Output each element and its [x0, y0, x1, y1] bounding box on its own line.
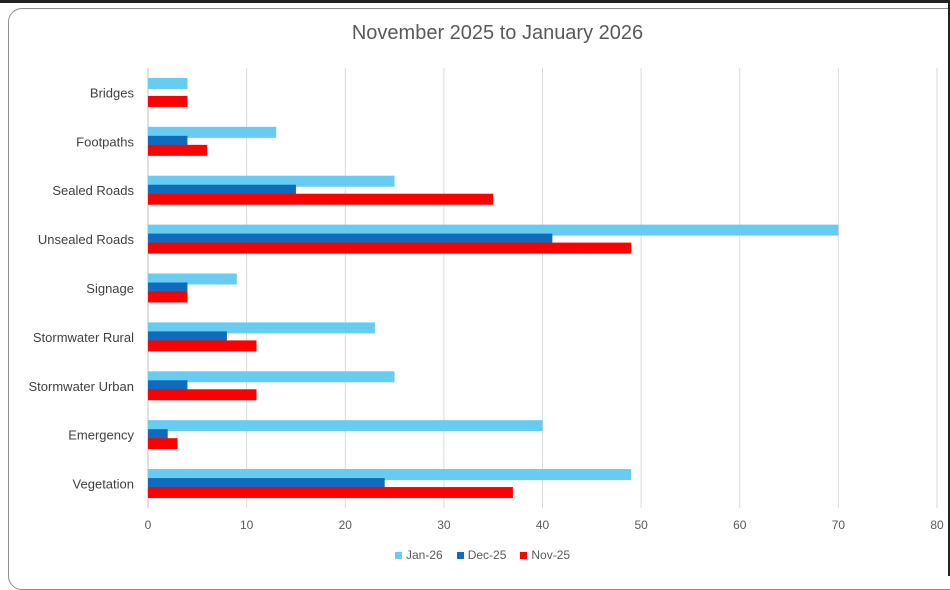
- category-label-stormwater-urban: Stormwater Urban: [29, 379, 134, 394]
- x-tick-label-10: 10: [240, 518, 254, 532]
- bar-stormwater-rural-dec-25: [148, 331, 227, 343]
- chart-title: November 2025 to January 2026: [351, 22, 644, 44]
- bar-stormwater-urban-dec-25: [148, 380, 188, 392]
- bar-emergency-nov-25: [148, 438, 178, 450]
- x-tick-label-50: 50: [634, 518, 648, 532]
- bar-sealed-roads-dec-25: [148, 184, 296, 196]
- bar-unsealed-roads-dec-25: [148, 233, 553, 245]
- bar-unsealed-roads-nov-25: [148, 242, 632, 254]
- bar-emergency-jan-26: [148, 420, 543, 432]
- bar-footpaths-jan-26: [148, 126, 277, 138]
- legend-swatch-nov-25: [520, 551, 528, 559]
- x-tick-label-80: 80: [930, 518, 944, 532]
- category-label-sealed-roads: Sealed Roads: [52, 183, 134, 198]
- legend-item-jan-26: Jan-26: [395, 548, 443, 562]
- x-tick-label-20: 20: [339, 518, 353, 532]
- bar-stormwater-urban-jan-26: [148, 371, 395, 383]
- bar-vegetation-nov-25: [148, 487, 513, 499]
- x-tick-label-70: 70: [832, 518, 846, 532]
- category-label-footpaths: Footpaths: [76, 134, 134, 149]
- bar-unsealed-roads-jan-26: [148, 224, 839, 236]
- bar-footpaths-dec-25: [148, 135, 188, 147]
- bar-vegetation-jan-26: [148, 469, 632, 481]
- category-label-vegetation: Vegetation: [73, 477, 134, 492]
- right-border: [948, 0, 950, 576]
- bar-sealed-roads-nov-25: [148, 193, 494, 205]
- bar-bridges-nov-25: [148, 95, 188, 107]
- bar-signage-nov-25: [148, 291, 188, 303]
- grid-lines: [147, 68, 938, 508]
- bar-emergency-dec-25: [148, 429, 168, 441]
- bar-footpaths-nov-25: [148, 144, 208, 156]
- bar-vegetation-dec-25: [148, 478, 385, 490]
- x-tick-label-0: 0: [145, 518, 152, 532]
- legend-label-nov-25: Nov-25: [531, 548, 571, 562]
- bar-bridges-jan-26: [148, 77, 188, 89]
- legend-swatch-dec-25: [456, 551, 464, 559]
- bar-signage-jan-26: [148, 273, 237, 285]
- legend-swatch-jan-26: [395, 551, 402, 559]
- category-label-emergency: Emergency: [68, 428, 134, 443]
- bar-chart: Bridges Footpaths Sealed Roads Unsealed Roa…: [29, 68, 944, 532]
- bar-signage-dec-25: [148, 282, 188, 294]
- x-tick-label-40: 40: [536, 518, 550, 532]
- legend-item-dec-25: Dec-25: [456, 548, 507, 562]
- bar-stormwater-rural-nov-25: [148, 340, 257, 352]
- legend-label-dec-25: Dec-25: [467, 548, 507, 562]
- bar-stormwater-rural-jan-26: [148, 322, 375, 334]
- legend: Jan-26 Dec-25 Nov-25: [395, 548, 570, 562]
- bar-sealed-roads-jan-26: [148, 175, 395, 187]
- bars: [148, 77, 839, 499]
- x-tick-label-60: 60: [733, 518, 747, 532]
- category-labels: Bridges Footpaths Sealed Roads Unsealed Roa…: [29, 85, 135, 491]
- category-label-stormwater-rural: Stormwater Rural: [33, 330, 134, 345]
- legend-label-jan-26: Jan-26: [406, 548, 443, 562]
- bar-stormwater-urban-nov-25: [148, 389, 257, 401]
- x-tick-labels: 0 10 20 30 40 50 60 70 80: [145, 518, 944, 532]
- legend-item-nov-25: Nov-25: [520, 548, 570, 562]
- category-label-bridges: Bridges: [90, 85, 135, 100]
- category-label-unsealed-roads: Unsealed Roads: [38, 232, 135, 247]
- x-tick-label-30: 30: [437, 518, 451, 532]
- top-border: [0, 0, 950, 3]
- category-label-signage: Signage: [86, 281, 134, 296]
